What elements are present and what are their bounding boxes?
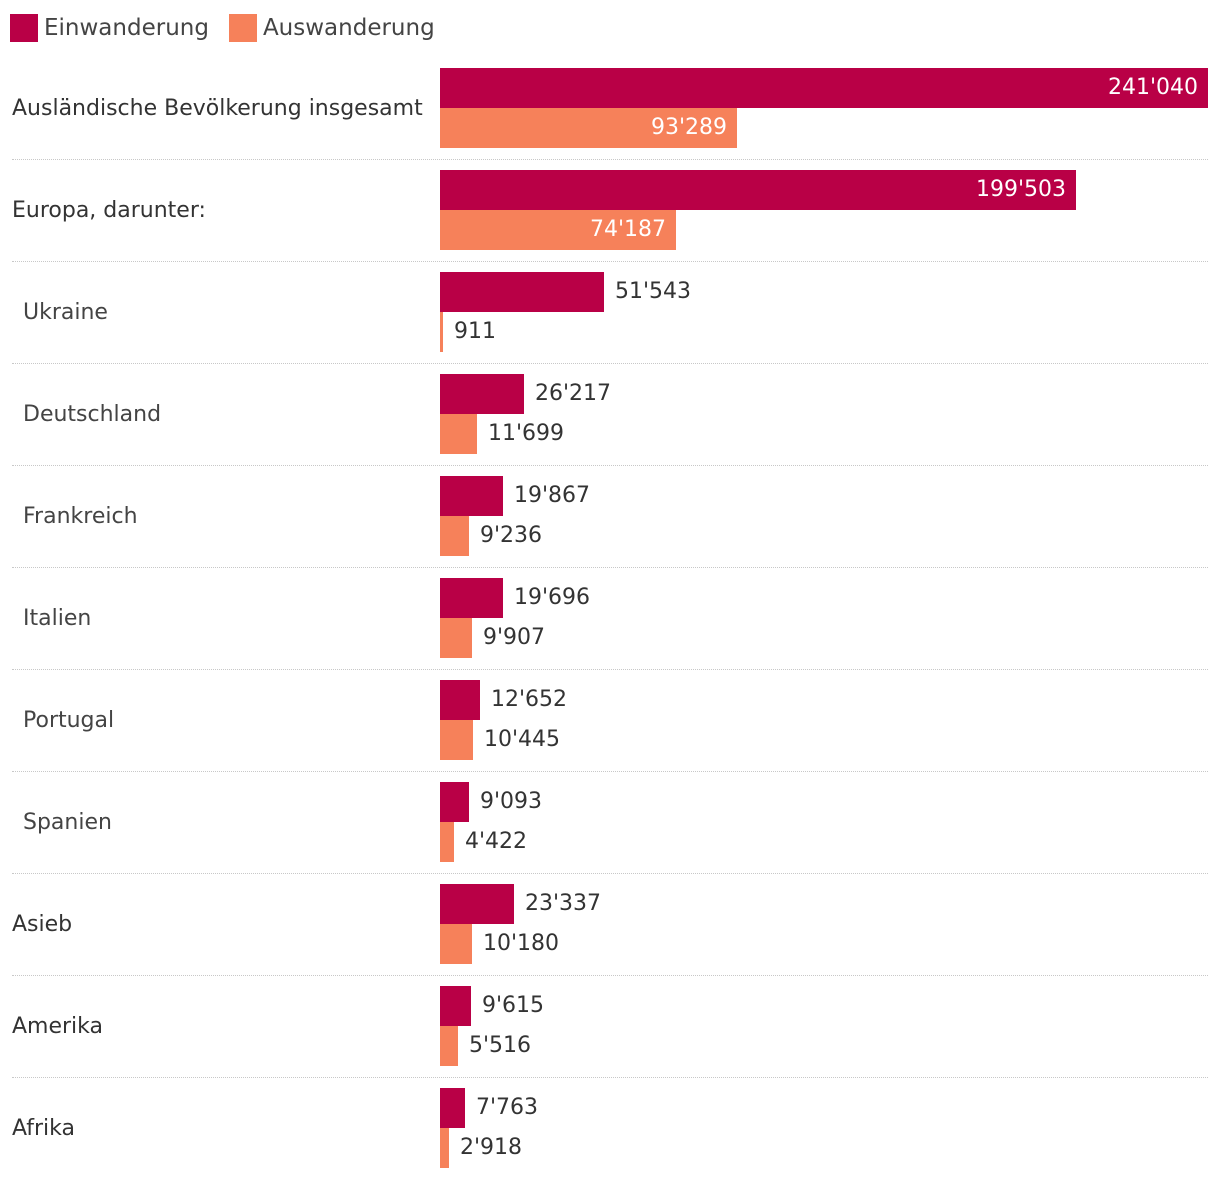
category-label: Portugal — [23, 707, 115, 733]
category-label: Deutschland — [23, 401, 162, 427]
bar-auswanderung — [440, 1026, 458, 1066]
legend: Einwanderung Auswanderung — [10, 12, 455, 44]
value-label-einwanderung: 199'503 — [975, 177, 1066, 202]
category-label: Spanien — [23, 809, 112, 835]
value-label-auswanderung: 2'918 — [460, 1135, 523, 1160]
bar-einwanderung — [440, 884, 514, 924]
row-divider — [12, 567, 1208, 568]
legend-swatch-emigration — [228, 14, 257, 42]
bar-auswanderung — [440, 1128, 449, 1168]
bar-einwanderung — [440, 170, 1076, 210]
legend-item-immigration: Einwanderung — [10, 14, 209, 42]
value-label-auswanderung: 911 — [454, 319, 496, 344]
category-label: Afrika — [12, 1115, 76, 1141]
legend-swatch-immigration — [10, 14, 38, 42]
bar-auswanderung — [440, 414, 477, 454]
chart-row: Spanien 9'093 4'422 — [0, 772, 1220, 874]
category-label: Ukraine — [23, 299, 108, 325]
chart-row: Ausländische Bevölkerung insgesamt 241'04… — [0, 58, 1220, 160]
chart-row: Europa, darunter: 199'503 74'187 — [0, 160, 1220, 262]
row-divider — [12, 159, 1208, 160]
bar-auswanderung — [440, 516, 469, 556]
chart-row: Amerika 9'615 5'516 — [0, 976, 1220, 1078]
bar-einwanderung — [440, 578, 503, 618]
row-divider — [12, 465, 1208, 466]
value-label-einwanderung: 19'867 — [514, 483, 591, 508]
value-label-auswanderung: 74'187 — [589, 217, 666, 242]
row-divider — [12, 873, 1208, 874]
bar-einwanderung — [440, 986, 471, 1026]
value-label-auswanderung: 11'699 — [488, 421, 565, 446]
value-label-einwanderung: 19'696 — [514, 585, 591, 610]
chart-row: Italien 19'696 9'907 — [0, 568, 1220, 670]
legend-label-immigration: Einwanderung — [44, 15, 209, 41]
value-label-einwanderung: 241'040 — [1107, 75, 1198, 100]
chart-row: Afrika 7'763 2'918 — [0, 1078, 1220, 1180]
legend-item-emigration: Auswanderung — [228, 14, 435, 42]
row-divider — [12, 771, 1208, 772]
row-divider — [12, 261, 1208, 262]
chart-row: Deutschland 26'217 11'699 — [0, 364, 1220, 466]
category-label: Amerika — [12, 1013, 104, 1039]
value-label-einwanderung: 9'093 — [480, 789, 543, 814]
bar-chart: Ausländische Bevölkerung insgesamt 241'04… — [0, 58, 1220, 1180]
value-label-auswanderung: 10'180 — [483, 931, 560, 956]
legend-label-emigration: Auswanderung — [262, 15, 435, 41]
category-label: Italien — [23, 605, 92, 631]
bar-auswanderung — [440, 822, 454, 862]
value-label-einwanderung: 7'763 — [476, 1095, 539, 1120]
bar-einwanderung — [440, 68, 1208, 108]
value-label-einwanderung: 51'543 — [615, 279, 692, 304]
bar-auswanderung — [440, 720, 473, 760]
bar-auswanderung — [440, 210, 676, 250]
category-label: Asieb — [12, 911, 73, 937]
value-label-einwanderung: 23'337 — [525, 891, 602, 916]
value-label-auswanderung: 9'236 — [480, 523, 543, 548]
bar-einwanderung — [440, 680, 480, 720]
value-label-einwanderung: 12'652 — [491, 687, 568, 712]
chart-row: Ukraine 51'543 911 — [0, 262, 1220, 364]
value-label-auswanderung: 10'445 — [484, 727, 561, 752]
row-divider — [12, 975, 1208, 976]
category-label: Frankreich — [23, 503, 138, 529]
bar-einwanderung — [440, 782, 469, 822]
bar-einwanderung — [440, 272, 604, 312]
bar-auswanderung — [440, 924, 472, 964]
value-label-auswanderung: 4'422 — [465, 829, 528, 854]
bar-auswanderung — [440, 618, 472, 658]
value-label-auswanderung: 5'516 — [469, 1033, 532, 1058]
row-divider — [12, 669, 1208, 670]
bar-einwanderung — [440, 374, 524, 414]
row-divider — [12, 363, 1208, 364]
bar-einwanderung — [440, 1088, 465, 1128]
chart-row: Portugal 12'652 10'445 — [0, 670, 1220, 772]
bar-einwanderung — [440, 476, 503, 516]
chart-row: Frankreich 19'867 9'236 — [0, 466, 1220, 568]
value-label-auswanderung: 93'289 — [650, 115, 727, 140]
bar-auswanderung — [440, 108, 737, 148]
row-divider — [12, 1077, 1208, 1078]
value-label-einwanderung: 26'217 — [535, 381, 612, 406]
value-label-auswanderung: 9'907 — [483, 625, 546, 650]
chart-row: Asieb 23'337 10'180 — [0, 874, 1220, 976]
category-label: Ausländische Bevölkerung insgesamt — [12, 95, 423, 121]
category-label: Europa, darunter: — [12, 197, 206, 223]
bar-auswanderung — [440, 312, 443, 352]
value-label-einwanderung: 9'615 — [482, 993, 545, 1018]
